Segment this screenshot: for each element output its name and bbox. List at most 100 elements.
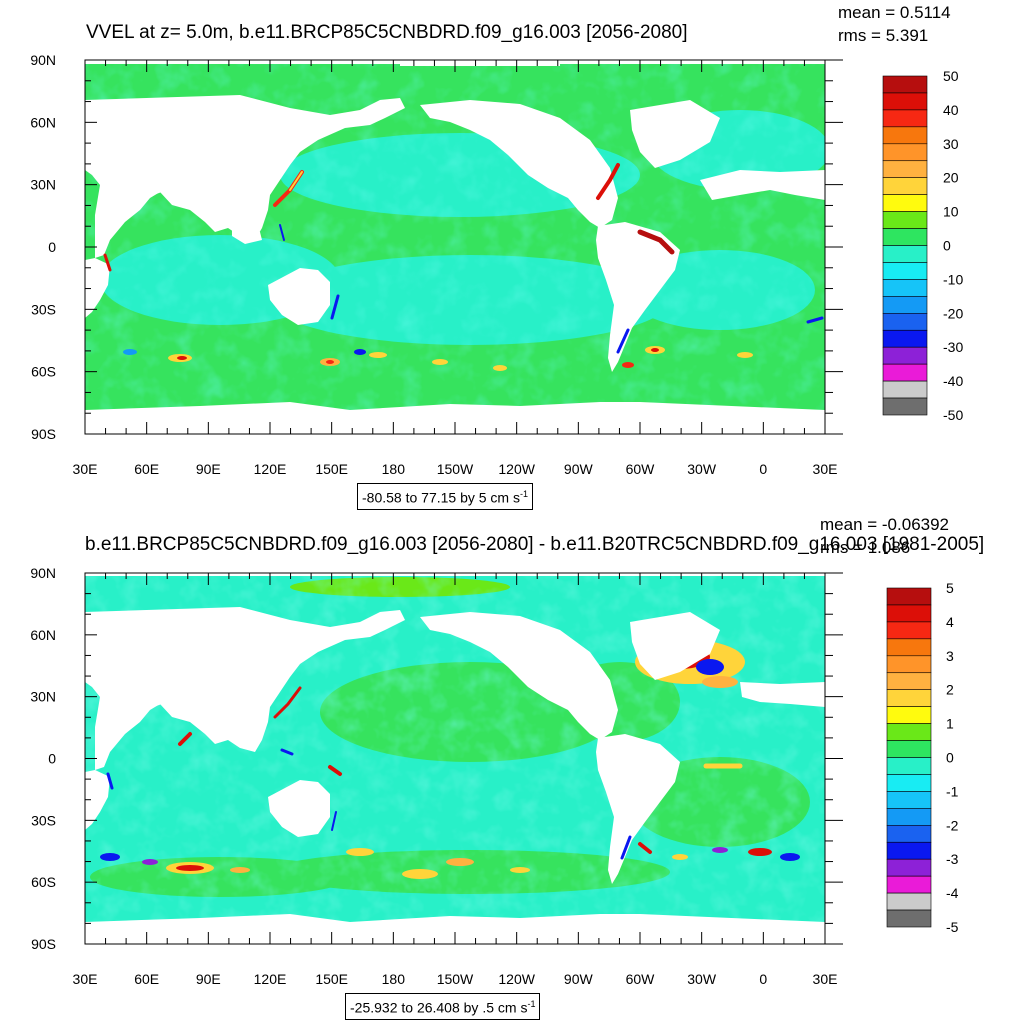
- range-label: -25.932 to 26.408 by .5 cm s: [350, 999, 528, 1016]
- x-tick-label: 60E: [134, 461, 159, 477]
- x-tick-label: 150E: [315, 461, 348, 477]
- colorbar-label: 30: [943, 136, 959, 152]
- y-tick-label: 60S: [31, 364, 56, 380]
- colorbar-label: -5: [946, 919, 959, 935]
- colorbar-swatch: [886, 740, 932, 758]
- colorbar-label: -40: [943, 373, 963, 389]
- colorbar-swatch: [886, 892, 932, 911]
- colorbar-swatch: [882, 194, 928, 212]
- colorbar-label: -20: [943, 305, 963, 321]
- panel-difference-svg: b.e11.BRCP85C5CNBDRD.f09_g16.003 [2056-2…: [30, 515, 984, 987]
- x-tick-label: 30E: [813, 971, 838, 987]
- mean-stat: mean = 0.5114: [838, 3, 951, 22]
- boundary-currents: [103, 163, 824, 354]
- rms-stat: rms = 5.391: [838, 26, 928, 45]
- southern-ocean-streaks: [123, 346, 753, 371]
- range-info-box: -80.58 to 77.15 by 5 cm s-1: [357, 483, 533, 510]
- colorbar-label: 5: [946, 580, 954, 596]
- y-tick-label: 60S: [31, 874, 56, 890]
- colorbar-label: -3: [946, 851, 959, 867]
- colorbar-label: 20: [943, 170, 959, 186]
- map-area: [85, 60, 825, 434]
- colorbar-swatch: [886, 909, 932, 928]
- rms-stat: rms = 1.086: [820, 538, 910, 557]
- colorbar-swatch: [882, 109, 928, 128]
- colorbar-label: -1: [946, 783, 959, 799]
- chart-title: b.e11.BRCP85C5CNBDRD.f09_g16.003 [2056-2…: [85, 534, 984, 555]
- colorbar-label: -2: [946, 817, 959, 833]
- x-tick-label: 150W: [437, 971, 474, 987]
- range-info-box: -25.932 to 26.408 by .5 cm s-1: [345, 993, 541, 1020]
- colorbar-swatch: [882, 346, 928, 365]
- colorbar-label: 2: [946, 682, 954, 698]
- land-masses: [85, 60, 825, 434]
- colorbar-swatch: [886, 841, 932, 860]
- x-tick-label: 30E: [73, 461, 98, 477]
- colorbar-swatch: [882, 262, 928, 280]
- colorbar-swatch: [886, 655, 932, 674]
- colorbar-swatch: [886, 604, 932, 623]
- x-tick-label: 30E: [73, 971, 98, 987]
- colorbar-swatch: [882, 312, 928, 331]
- y-tick-label: 60N: [30, 114, 56, 130]
- colorbar-label: 3: [946, 648, 954, 664]
- x-tick-label: 120E: [254, 461, 287, 477]
- x-tick-label: 30E: [813, 461, 838, 477]
- colorbar-swatch: [886, 774, 932, 792]
- boundary-anomalies: [106, 686, 743, 860]
- colorbar-label: -30: [943, 339, 963, 355]
- southern-ocean-streaks: [100, 847, 800, 879]
- mean-stat: mean = -0.06392: [820, 515, 949, 534]
- colorbar-swatch: [882, 380, 928, 399]
- panel-vvel: VVEL at z= 5.0m, b.e11.BRCP85C5CNBDRD.f0…: [30, 3, 963, 510]
- colorbar-swatch: [882, 160, 928, 179]
- x-tick-label: 180: [382, 971, 406, 987]
- colorbar-swatch: [886, 858, 932, 877]
- unit-exponent: -1: [527, 999, 536, 1009]
- colorbar-label: 0: [943, 238, 951, 254]
- colorbar: 5 4 3 2 1 0 -1 -2 -3 -4 -5: [886, 580, 959, 935]
- chart-title: VVEL at z= 5.0m, b.e11.BRCP85C5CNBDRD.f0…: [86, 22, 688, 43]
- y-tick-label: 0: [48, 751, 56, 767]
- x-tick-label: 150E: [315, 971, 348, 987]
- x-tick-label: 60W: [626, 971, 656, 987]
- colorbar-swatch: [882, 279, 928, 297]
- x-tick-label: 0: [759, 461, 767, 477]
- colorbar-swatch: [882, 75, 928, 94]
- x-tick-label: 150W: [437, 461, 474, 477]
- colorbar-label: 0: [946, 750, 954, 766]
- y-tick-label: 30N: [30, 177, 56, 193]
- colorbar-swatch: [886, 808, 932, 826]
- x-tick-label: 90E: [196, 461, 221, 477]
- y-tick-label: 60N: [30, 627, 56, 643]
- colorbar-swatch: [882, 143, 928, 162]
- colorbar-label: 40: [943, 102, 959, 118]
- x-tick-label: 90W: [564, 971, 594, 987]
- colorbar-swatch: [882, 211, 928, 229]
- y-tick-label: 90N: [30, 52, 56, 68]
- colorbar-swatch: [882, 228, 928, 246]
- map-area: [85, 573, 825, 944]
- colorbar-swatch: [886, 689, 932, 707]
- x-tick-label: 60E: [134, 971, 159, 987]
- x-tick-label: 30W: [687, 971, 717, 987]
- x-tick-label: 120W: [498, 461, 535, 477]
- x-tick-label: 180: [382, 461, 406, 477]
- y-tick-label: 90N: [30, 565, 56, 581]
- colorbar-swatch: [886, 587, 932, 606]
- x-tick-label: 30W: [687, 461, 717, 477]
- x-tick-label: 120E: [254, 971, 287, 987]
- y-ticks: 90N 60N 30N 0 30S 60S 90S: [30, 565, 843, 952]
- x-tick-label: 120W: [498, 971, 535, 987]
- colorbar-swatch: [882, 126, 928, 145]
- range-label: -80.58 to 77.15 by 5 cm s: [362, 489, 520, 506]
- y-tick-label: 30S: [31, 301, 56, 317]
- colorbar-swatch: [886, 723, 932, 741]
- colorbar-swatch: [882, 177, 928, 195]
- x-tick-label: 0: [759, 971, 767, 987]
- colorbar-swatch: [882, 329, 928, 348]
- x-ticks: 30E 60E 90E 120E 150E 180 150W 120W 90W 60W 30W 0 30…: [73, 573, 838, 987]
- colorbar-swatch: [886, 757, 932, 775]
- colorbar-swatch: [882, 296, 928, 314]
